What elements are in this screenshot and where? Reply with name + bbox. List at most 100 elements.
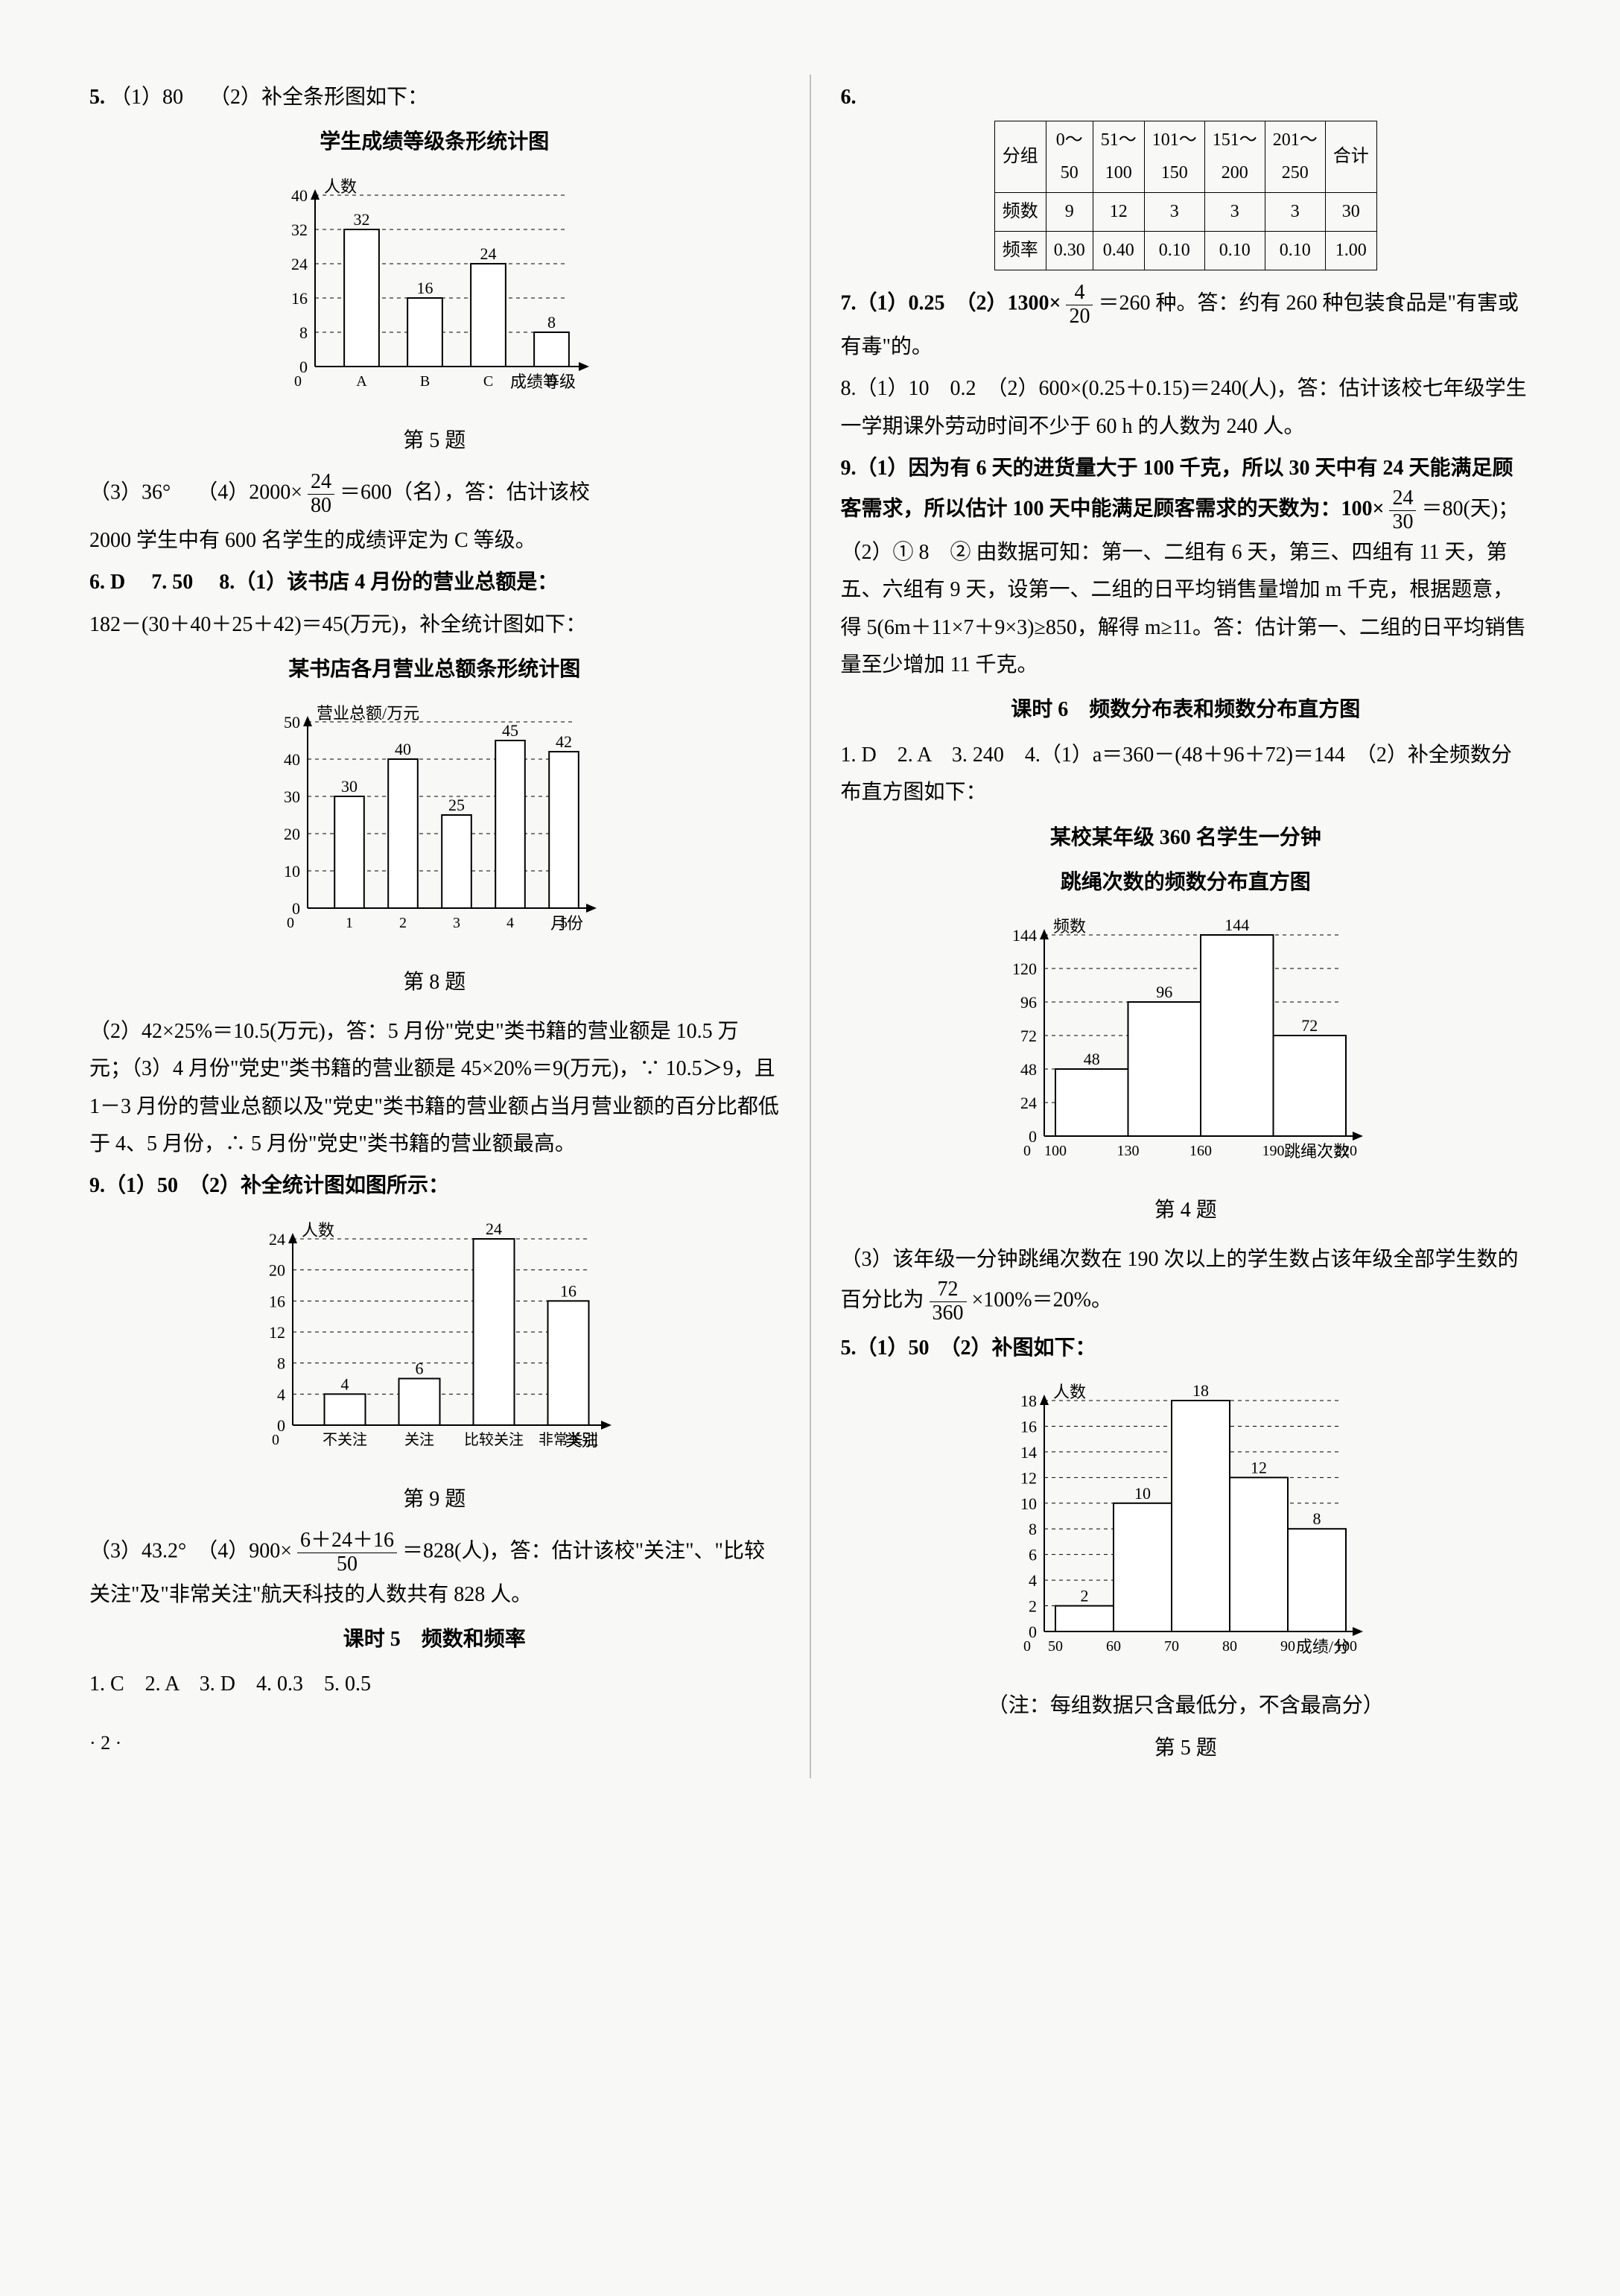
chart8: 01020304050营业总额/万元月份3014022534544250 (89, 700, 780, 953)
q8a: 8.（1）该书店 4 月份的营业总额是： (219, 571, 558, 594)
chart9-caption: 第 9 题 (89, 1481, 780, 1518)
svg-text:12: 12 (269, 1323, 285, 1342)
q9a: 9.（1）50 （2）补全统计图如图所示： (89, 1167, 780, 1205)
svg-text:45: 45 (502, 721, 518, 740)
svg-text:6: 6 (1029, 1546, 1037, 1564)
svg-text:190: 190 (1262, 1143, 1284, 1159)
svg-text:80: 80 (1222, 1638, 1237, 1655)
svg-text:48: 48 (1020, 1060, 1037, 1079)
svg-text:4: 4 (277, 1385, 285, 1404)
svg-text:0: 0 (1023, 1143, 1031, 1159)
svg-text:2: 2 (399, 915, 407, 931)
chart8-title: 某书店各月营业总额条形统计图 (89, 651, 780, 688)
q6: 6. D (89, 571, 125, 594)
svg-text:40: 40 (291, 186, 308, 205)
r-q5a: 5.（1）50 （2）补图如下： (841, 1330, 1531, 1367)
q5-4a: （4）2000× (197, 481, 302, 504)
svg-text:42: 42 (556, 732, 572, 751)
svg-text:160: 160 (1189, 1143, 1212, 1159)
r-q8: 8.（1）10 0.2 （2）600×(0.25＋0.15)＝240(人)，答：… (841, 370, 1531, 445)
q5-num: 5. (89, 86, 105, 109)
svg-text:130: 130 (1116, 1143, 1139, 1159)
chart4: 024487296120144频数跳绳次数4896144721001301601… (841, 913, 1531, 1181)
svg-text:A: A (357, 373, 368, 390)
svg-text:12: 12 (1251, 1459, 1267, 1477)
r-q7: 7.（1）0.25 （2）1300× 4 20 ＝260 种。答：约有 260 … (841, 282, 1531, 366)
svg-text:40: 40 (395, 740, 411, 758)
frac-q9: 6＋24＋16 50 (297, 1529, 397, 1576)
svg-text:2: 2 (1080, 1587, 1088, 1605)
svg-text:40: 40 (284, 750, 300, 769)
r-q6: 6. (841, 79, 1531, 116)
svg-text:成绩等级: 成绩等级 (510, 372, 576, 391)
column-divider (810, 74, 811, 1778)
svg-text:144: 144 (1224, 916, 1249, 934)
svg-text:3: 3 (453, 915, 460, 931)
svg-text:4: 4 (341, 1374, 349, 1393)
svg-text:18: 18 (1020, 1392, 1037, 1410)
svg-text:人数: 人数 (302, 1221, 334, 1240)
kt5-ans: 1. C 2. A 3. D 4. 0.3 5. 0.5 (89, 1666, 780, 1703)
svg-text:人数: 人数 (1053, 1383, 1086, 1401)
svg-text:10: 10 (1134, 1484, 1151, 1503)
left-column: 5. （1）80 （2）补全条形图如下： 学生成绩等级条形统计图 0816243… (89, 74, 780, 1778)
r-q4c: （3）该年级一分钟跳绳次数在 190 次以上的学生数占该年级全部学生数的百分比为… (841, 1241, 1531, 1325)
svg-text:8: 8 (1312, 1509, 1321, 1528)
svg-text:5: 5 (560, 915, 568, 931)
svg-text:8: 8 (547, 313, 556, 332)
svg-text:20: 20 (284, 825, 300, 843)
svg-text:60: 60 (1106, 1638, 1121, 1655)
svg-text:24: 24 (291, 255, 308, 273)
svg-text:48: 48 (1084, 1050, 1100, 1068)
svg-text:10: 10 (284, 862, 300, 881)
chart9: 04812162024人数类别4不关注6关注24比较关注16非常关注0 (89, 1217, 780, 1470)
two-column-layout: 5. （1）80 （2）补全条形图如下： 学生成绩等级条形统计图 0816243… (89, 74, 1531, 1778)
frac-72-360: 72 360 (930, 1278, 967, 1325)
svg-text:0: 0 (1023, 1638, 1031, 1655)
svg-text:1: 1 (346, 915, 353, 931)
svg-text:频数: 频数 (1053, 917, 1086, 936)
q5-4b: ＝600（名），答：估计该校 (340, 481, 590, 504)
q9bc: （3）43.2° （4）900× 6＋24＋16 50 ＝828(人)，答：估计… (89, 1529, 780, 1614)
kt6-title: 课时 6 频数分布表和频数分布直方图 (841, 691, 1531, 729)
svg-text:100: 100 (1044, 1143, 1067, 1159)
frequency-table: 分组0～5051～100101～150151～200201～250合计频数912… (994, 121, 1377, 270)
svg-text:24: 24 (269, 1230, 285, 1249)
chart4-t1: 某校某年级 360 名学生一分钟 (841, 819, 1531, 857)
frac-24-80: 24 80 (308, 471, 334, 518)
svg-text:4: 4 (1029, 1571, 1037, 1590)
svg-text:10: 10 (1020, 1494, 1037, 1513)
svg-text:50: 50 (284, 713, 300, 732)
svg-text:8: 8 (299, 323, 308, 342)
svg-text:比较关注: 比较关注 (464, 1431, 524, 1448)
svg-text:8: 8 (277, 1354, 285, 1372)
svg-text:2: 2 (1029, 1597, 1037, 1616)
q8b: 182－(30＋40＋25＋42)＝45(万元)，补全统计图如下： (89, 606, 780, 644)
chart5-title: 学生成绩等级条形统计图 (89, 124, 780, 161)
svg-text:50: 50 (1048, 1638, 1063, 1655)
chart5b: 024681012141618人数成绩/分2101812850607080901… (841, 1378, 1531, 1676)
kt6-a: 1. D 2. A 3. 240 4.（1）a＝360－(48＋96＋72)＝1… (841, 737, 1531, 812)
chart5b-caption: 第 5 题 (841, 1730, 1531, 1767)
q9b: （3）43.2° （4）900× (89, 1540, 292, 1563)
chart9-svg: 04812162024人数类别4不关注6关注24比较关注16非常关注0 (241, 1217, 628, 1470)
chart8-svg: 01020304050营业总额/万元月份3014022534544250 (255, 700, 613, 953)
svg-text:0: 0 (287, 915, 294, 931)
svg-text:72: 72 (1301, 1016, 1318, 1035)
chart5-caption: 第 5 题 (89, 422, 780, 460)
svg-text:20: 20 (269, 1260, 285, 1279)
svg-text:24: 24 (480, 244, 497, 263)
svg-text:24: 24 (486, 1220, 502, 1238)
chart5b-note: （注：每组数据只含最低分，不含最高分） (841, 1687, 1531, 1725)
svg-text:12: 12 (1020, 1469, 1037, 1488)
svg-text:不关注: 不关注 (323, 1431, 367, 1448)
svg-text:16: 16 (291, 289, 308, 308)
right-column: 6. 分组0～5051～100101～150151～200201～250合计频数… (841, 74, 1531, 1778)
svg-text:营业总额/万元: 营业总额/万元 (317, 704, 419, 723)
q6-7-8: 6. D 7. 50 8.（1）该书店 4 月份的营业总额是： (89, 564, 780, 601)
r-q9a: 9.（1）因为有 6 天的进货量大于 100 千克，所以 30 天中有 24 天… (841, 450, 1531, 685)
q5-4c: 2000 学生中有 600 名学生的成绩评定为 C 等级。 (89, 522, 780, 559)
chart5b-svg: 024681012141618人数成绩/分2101812850607080901… (992, 1378, 1379, 1676)
svg-text:14: 14 (1020, 1443, 1037, 1462)
q5-part1: （1）80 (110, 86, 183, 109)
